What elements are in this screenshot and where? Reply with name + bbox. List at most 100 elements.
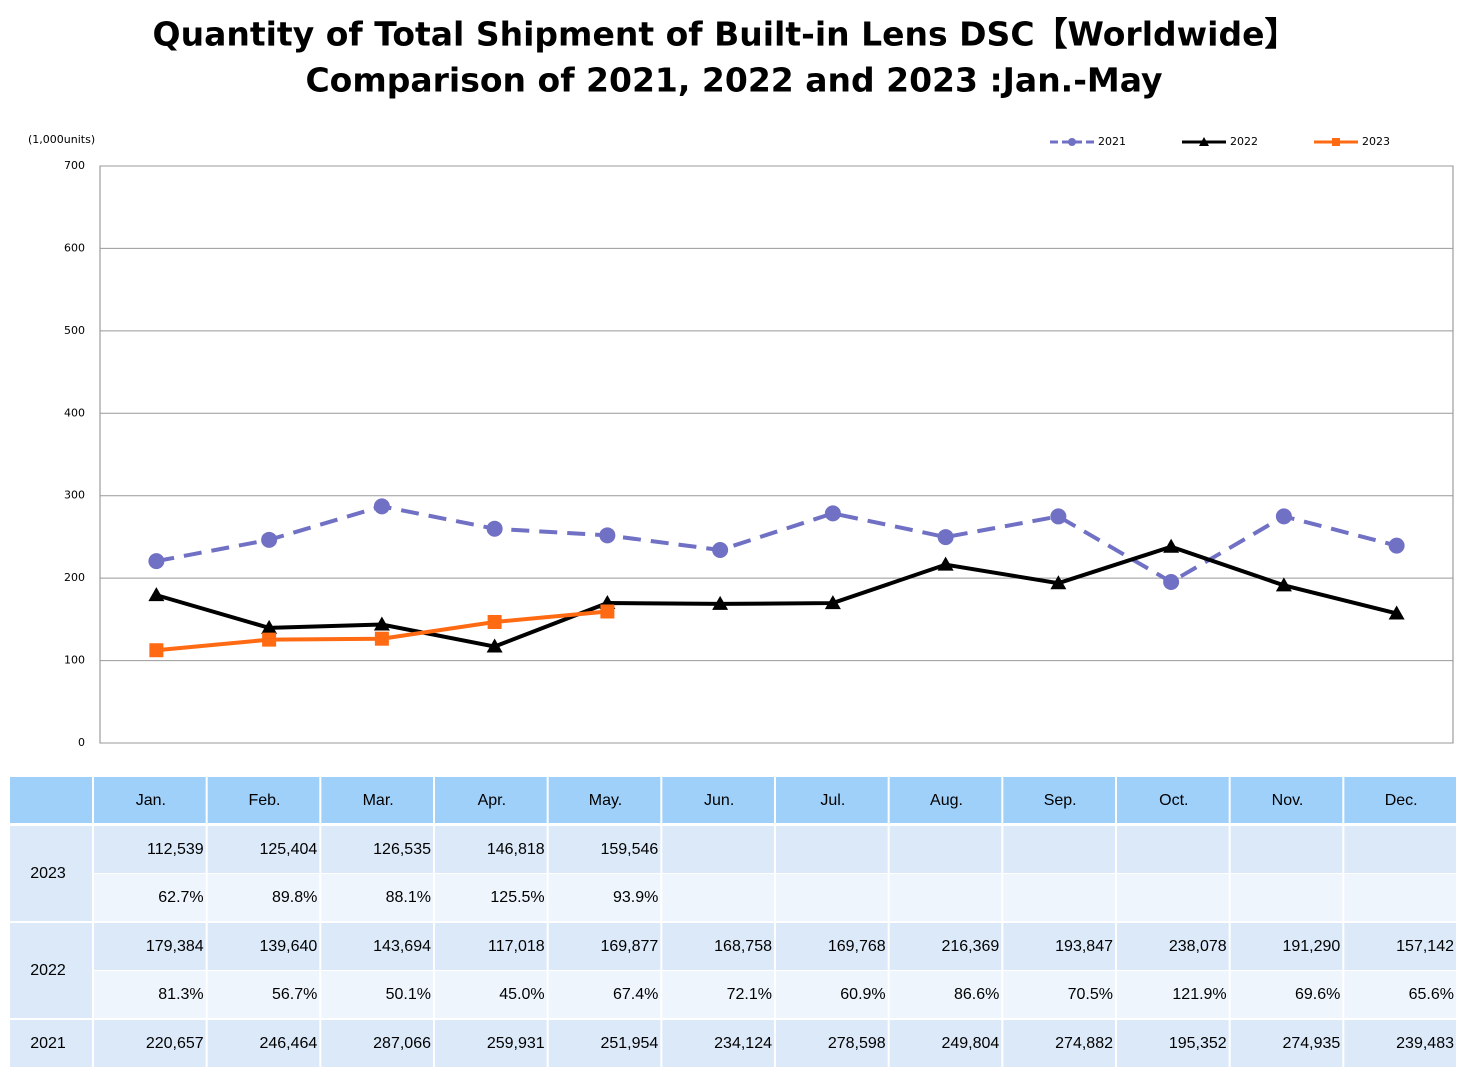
table-cell: 169,877 bbox=[600, 938, 658, 955]
table-header-cell: Sep. bbox=[1044, 792, 1077, 809]
table-cell: 45.0% bbox=[499, 986, 544, 1003]
table-cell: 65.6% bbox=[1409, 986, 1454, 1003]
marker bbox=[487, 614, 502, 629]
table-header-cell: Mar. bbox=[363, 792, 394, 809]
table-cell: 126,535 bbox=[373, 841, 431, 858]
y-tick-label: 100 bbox=[64, 654, 85, 667]
legend-label: 2022 bbox=[1230, 135, 1258, 148]
table-cell: 191,290 bbox=[1282, 938, 1340, 955]
y-tick-label: 700 bbox=[64, 159, 85, 172]
marker bbox=[824, 595, 841, 610]
table-cell: 72.1% bbox=[727, 986, 772, 1003]
marker bbox=[1388, 605, 1405, 620]
table-header-cell: Dec. bbox=[1385, 792, 1418, 809]
series-line bbox=[155, 544, 1398, 649]
table-cell: 179,384 bbox=[146, 938, 204, 955]
y-axis-label: (1,000units) bbox=[28, 133, 95, 146]
table-cell: 274,935 bbox=[1282, 1035, 1340, 1052]
table-cell: 274,882 bbox=[1055, 1035, 1113, 1052]
legend-marker bbox=[1068, 138, 1076, 146]
marker bbox=[149, 643, 164, 658]
table-cell: 81.3% bbox=[158, 986, 203, 1003]
y-tick-label: 0 bbox=[78, 736, 85, 749]
legend-label: 2023 bbox=[1362, 135, 1390, 148]
plot-area bbox=[99, 165, 1454, 744]
table-header-cell: May. bbox=[589, 792, 622, 809]
table-cell: 139,640 bbox=[259, 938, 317, 955]
table-header-cell: Jun. bbox=[704, 792, 734, 809]
table-cell: 143,694 bbox=[373, 938, 431, 955]
table-row-header bbox=[10, 923, 92, 1018]
table-cell: 239,483 bbox=[1396, 1035, 1454, 1052]
marker bbox=[600, 604, 615, 619]
table-header-cell: Oct. bbox=[1159, 792, 1188, 809]
table-row-label: 2023 bbox=[30, 865, 66, 882]
marker bbox=[1050, 508, 1067, 525]
table-cell: 125,404 bbox=[259, 841, 317, 858]
table-cell: 50.1% bbox=[386, 986, 431, 1003]
marker bbox=[1275, 508, 1292, 525]
table-cell: 69.6% bbox=[1295, 986, 1340, 1003]
table-cell: 125.5% bbox=[490, 889, 544, 906]
table-cell: 278,598 bbox=[828, 1035, 886, 1052]
marker bbox=[373, 616, 390, 631]
table-cell: 220,657 bbox=[146, 1035, 204, 1052]
table-cell: 259,931 bbox=[487, 1035, 545, 1052]
table-cell: 238,078 bbox=[1169, 938, 1227, 955]
marker bbox=[261, 531, 278, 548]
table-cell: 70.5% bbox=[1068, 986, 1113, 1003]
marker bbox=[712, 542, 729, 559]
table-cell: 121.9% bbox=[1172, 986, 1226, 1003]
y-tick-label: 500 bbox=[64, 324, 85, 337]
marker bbox=[599, 527, 616, 544]
marker bbox=[712, 595, 729, 610]
table-cell: 93.9% bbox=[613, 889, 658, 906]
marker bbox=[1388, 537, 1405, 554]
table-cell: 168,758 bbox=[714, 938, 772, 955]
table-cell: 88.1% bbox=[386, 889, 431, 906]
table-row-label: 2022 bbox=[30, 962, 66, 979]
table-row-label: 2021 bbox=[30, 1035, 66, 1052]
table-cell: 216,369 bbox=[941, 938, 999, 955]
marker bbox=[486, 520, 503, 537]
table-cell: 60.9% bbox=[840, 986, 885, 1003]
y-tick-label: 600 bbox=[64, 241, 85, 254]
table-cell: 112,539 bbox=[147, 841, 204, 858]
legend-label: 2021 bbox=[1098, 135, 1126, 148]
marker bbox=[1050, 575, 1067, 590]
series-line bbox=[156, 504, 1398, 585]
legend-marker bbox=[1199, 137, 1209, 146]
table-cell: 249,804 bbox=[941, 1035, 999, 1052]
table-cell: 169,768 bbox=[828, 938, 886, 955]
table-cell: 56.7% bbox=[272, 986, 317, 1003]
table-cell: 195,352 bbox=[1169, 1035, 1227, 1052]
table-header-cell: Jul. bbox=[820, 792, 845, 809]
table-row-header bbox=[10, 1020, 92, 1067]
chart-title: Quantity of Total Shipment of Built-in L… bbox=[153, 15, 1298, 54]
marker bbox=[937, 529, 954, 546]
table-cell: 117,018 bbox=[488, 938, 545, 955]
marker bbox=[262, 632, 277, 647]
table-row-header bbox=[10, 826, 92, 921]
table-cell: 62.7% bbox=[158, 889, 203, 906]
marker bbox=[373, 498, 390, 515]
marker bbox=[148, 587, 165, 602]
table-header-cell: Feb. bbox=[248, 792, 280, 809]
table-header-cell: Aug. bbox=[930, 792, 963, 809]
marker bbox=[937, 556, 954, 571]
table-header-cell: Jan. bbox=[136, 792, 166, 809]
y-tick-label: 200 bbox=[64, 571, 85, 584]
table-header-cell: Nov. bbox=[1272, 792, 1304, 809]
marker bbox=[486, 638, 503, 653]
table-cell: 159,546 bbox=[600, 841, 658, 858]
table-cell: 86.6% bbox=[954, 986, 999, 1003]
table-cell: 234,124 bbox=[714, 1035, 772, 1052]
table-cell: 146,818 bbox=[487, 841, 545, 858]
marker bbox=[1163, 538, 1180, 553]
marker bbox=[261, 619, 278, 634]
marker bbox=[374, 631, 389, 646]
table-cell: 89.8% bbox=[272, 889, 317, 906]
table-cell: 287,066 bbox=[373, 1035, 431, 1052]
